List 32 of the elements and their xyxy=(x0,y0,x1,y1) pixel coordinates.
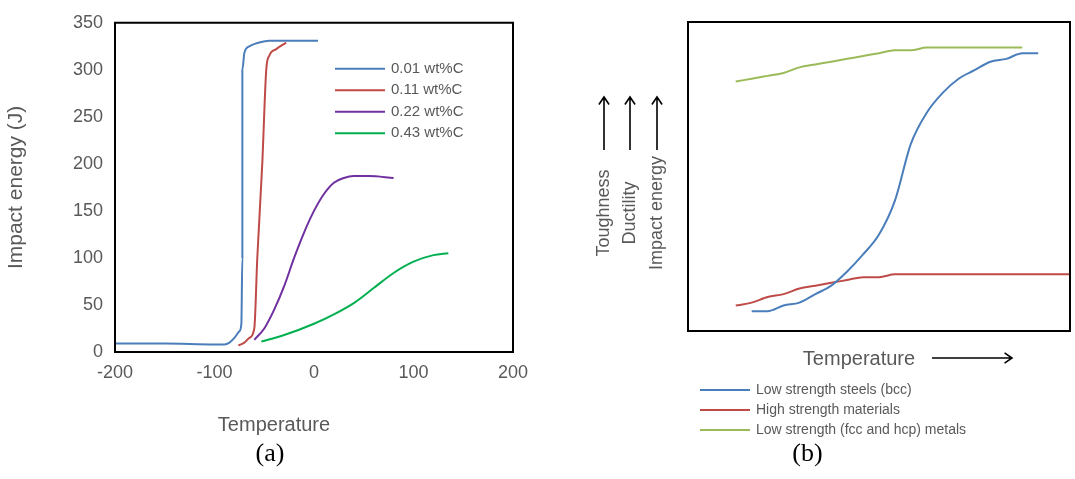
line-series xyxy=(260,252,450,343)
legend-label: High strength materials xyxy=(756,400,900,417)
line-series xyxy=(237,41,288,347)
text: Toughness xyxy=(592,169,613,257)
text: (b) xyxy=(791,438,824,468)
legend-label: Low strength steels (bcc) xyxy=(756,380,912,397)
y-axis-title: Impact energy (J) xyxy=(3,105,27,270)
y-tick-label: 150 xyxy=(72,199,103,220)
legend-label: 0.01 wt%C xyxy=(391,58,464,76)
text: (a) xyxy=(254,438,286,468)
y-tick-label: 50 xyxy=(82,293,103,314)
text: Ductility xyxy=(618,181,639,245)
x-tick-label: -100 xyxy=(196,361,233,382)
x-axis-title: Temperature xyxy=(217,412,331,435)
line-series xyxy=(253,175,395,341)
y-tick-label: 200 xyxy=(72,152,103,173)
legend-label: 0.11 wt%C xyxy=(391,80,463,98)
legend-label: Low strength (fcc and hcp) metals xyxy=(756,420,967,437)
y-tick-label: 350 xyxy=(72,11,103,32)
line-series xyxy=(115,39,319,346)
y-tick-label: 250 xyxy=(72,105,103,126)
x-tick-label: -200 xyxy=(96,361,134,382)
legend-label: 0.22 wt%C xyxy=(391,101,464,119)
x-tick-label: 100 xyxy=(398,361,429,382)
y-tick-label: 100 xyxy=(72,246,103,267)
y-tick-label: 300 xyxy=(72,58,103,79)
y-tick-label: 0 xyxy=(92,340,103,361)
x-axis-title: Temperature xyxy=(802,346,916,369)
x-tick-label: 200 xyxy=(497,361,529,382)
text: Impact energy xyxy=(645,155,666,271)
x-tick-label: 0 xyxy=(308,361,320,382)
legend-label: 0.43 wt%C xyxy=(391,123,464,141)
